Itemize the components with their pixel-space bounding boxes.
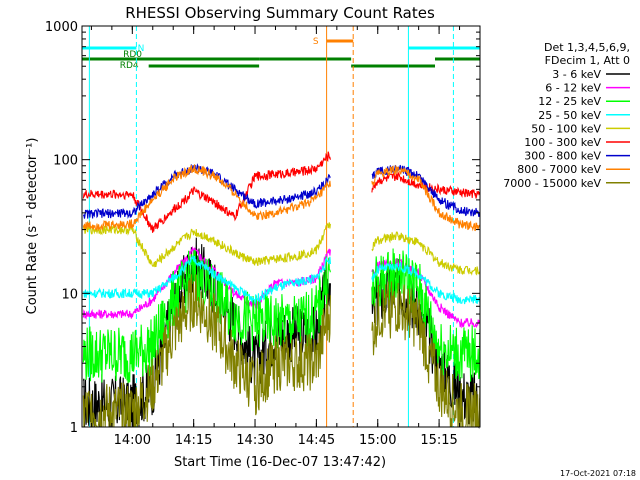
flag-label-rd4: RD4 [120,61,139,71]
legend-label: 100 - 300 keV [524,136,601,149]
legend-header: Det 1,3,4,5,6,9, [544,41,630,54]
plot-frame [81,25,481,428]
y-tick-label: 1 [70,421,78,436]
x-axis-label: Start Time (16-Dec-07 13:47:42) [174,455,386,470]
flag-label-n: N [138,44,145,54]
x-tick-label: 14:15 [175,433,212,448]
series-line [82,255,481,305]
series-line [82,151,481,233]
chart-title: RHESSI Observing Summary Count Rates [125,4,435,22]
series-layer [82,151,481,429]
legend: Det 1,3,4,5,6,9,FDecim 1, Att 03 - 6 keV… [503,41,630,190]
legend-label: 7000 - 15000 keV [503,177,601,190]
legend-label: 12 - 25 keV [538,95,601,108]
x-tick-label: 14:00 [114,433,151,448]
y-tick-label: 100 [53,154,78,169]
legend-label: 25 - 50 keV [538,109,601,122]
flag-label-s: S [313,37,319,47]
legend-label: 800 - 7000 keV [517,163,601,176]
x-tick-label: 15:15 [420,433,457,448]
series-line [82,164,480,232]
footer-timestamp: 17-Oct-2021 07:18 [560,469,636,478]
y-tick-label: 10 [61,287,78,302]
x-tick-label: 15:00 [359,433,396,448]
y-axis-label: Count Rate (s⁻¹ detector⁻¹) [25,138,40,315]
x-tick-label: 14:30 [236,433,273,448]
vertical-markers-layer [88,26,454,427]
legend-label: 300 - 800 keV [524,150,601,163]
axes-layer: 14:00 14:15 14:30 14:45 15:00 15:15 1 10 100 1000 [45,20,481,448]
legend-label: 50 - 100 keV [531,122,601,135]
legend-label: 3 - 6 keV [552,68,601,81]
legend-header: FDecim 1, Att 0 [545,54,630,67]
legend-label: 6 - 12 keV [545,82,601,95]
x-tick-label: 14:45 [298,433,335,448]
flag-label-rd0: RD0 [123,50,142,60]
y-tick-label: 1000 [45,20,78,35]
